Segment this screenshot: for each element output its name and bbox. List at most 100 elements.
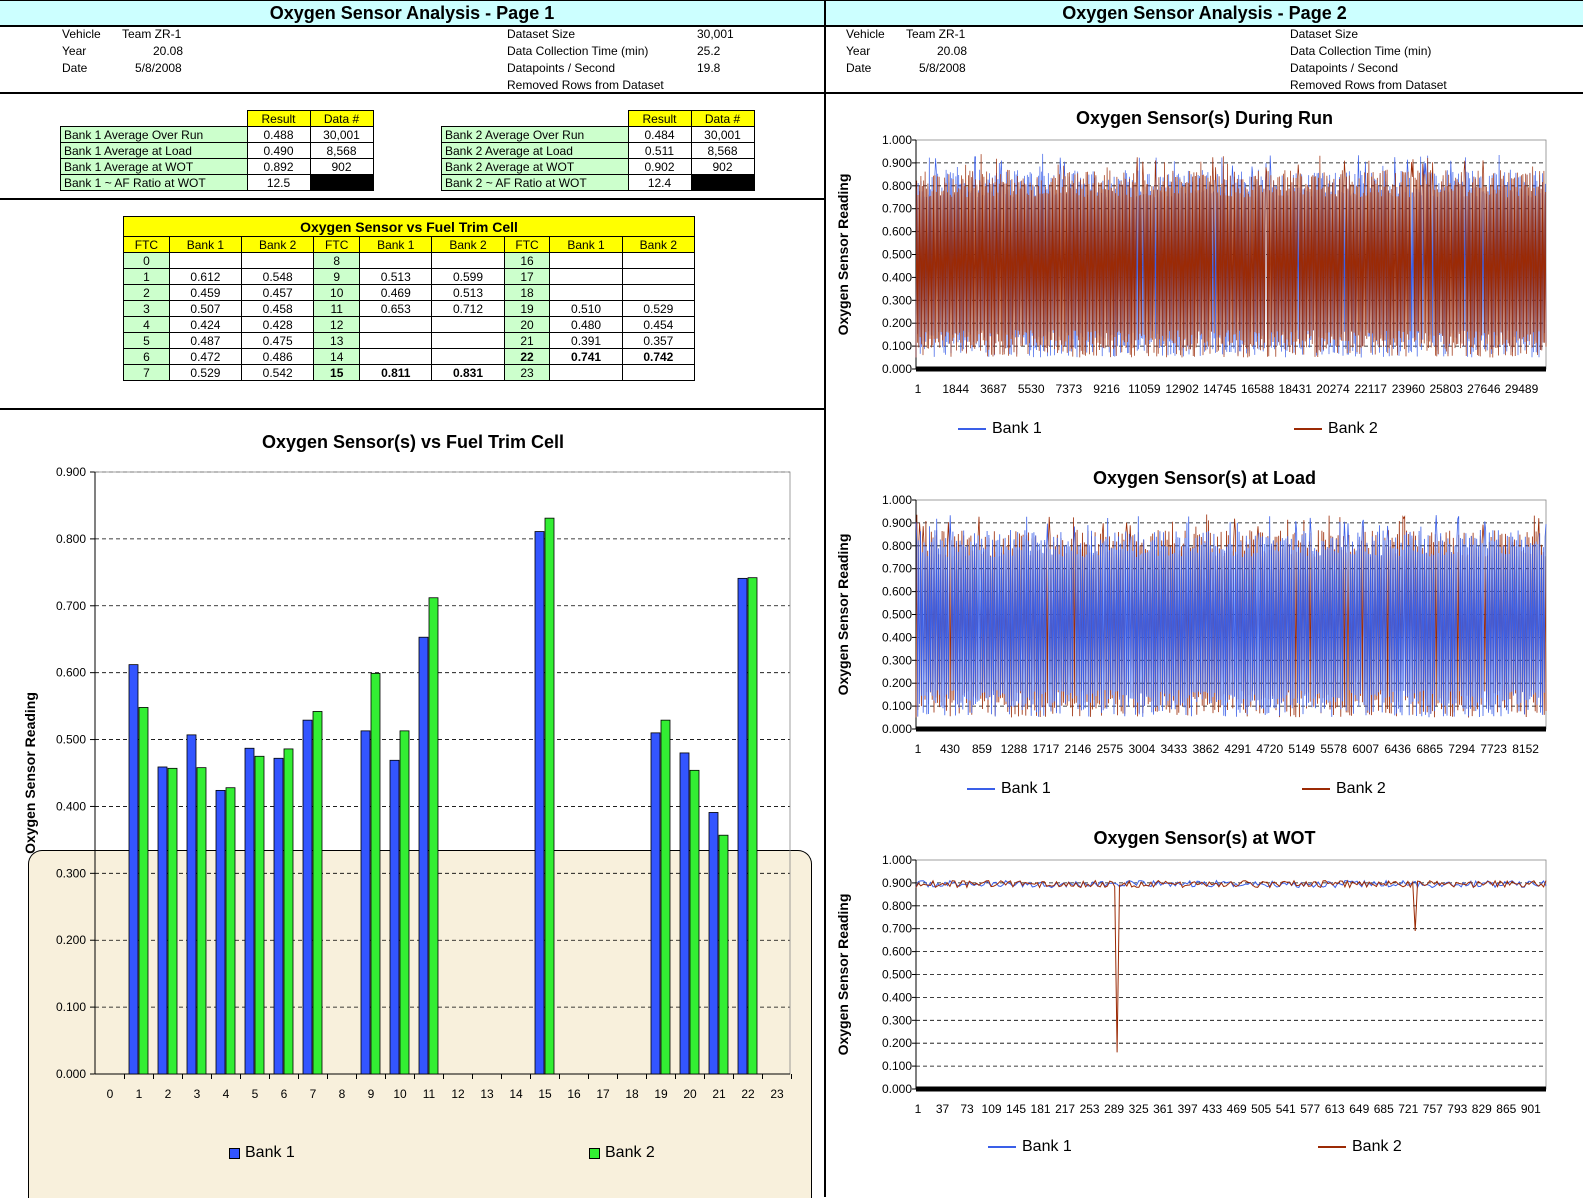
series-line-bank2: [915, 154, 1547, 358]
legend-label: Bank 1: [245, 1144, 295, 1161]
bar-bank1: [418, 636, 429, 1075]
x-tick-label: 3687: [980, 382, 1007, 396]
legend-label: Bank 2: [1328, 420, 1378, 437]
x-tick-label: 397: [1178, 1102, 1198, 1116]
legend-bank1: Bank 1: [967, 780, 1051, 798]
sensor-value-cell: 0.391: [549, 332, 623, 349]
ftc-table: Oxygen Sensor vs Fuel Trim Cell FTC Bank …: [123, 216, 696, 381]
y-tick-label: 0.400: [882, 990, 912, 1004]
x-tick-label: 21: [712, 1087, 726, 1101]
summary-result: 12.4: [627, 174, 692, 191]
summary-label: Bank 2 Average at WOT: [441, 158, 629, 175]
y-tick-label: 0.200: [882, 676, 912, 690]
bar-bank1: [128, 664, 139, 1075]
sensor-value-cell: 0.480: [549, 316, 623, 333]
bar-bank1: [389, 759, 400, 1075]
bank1-summary-table: Result Data # Bank 1 Average Over Run 0.48…: [60, 110, 374, 191]
x-tick-label: 8: [339, 1087, 346, 1101]
bar-bank2: [747, 577, 758, 1075]
bar-bank2: [254, 755, 265, 1075]
summary-result: 0.488: [246, 126, 311, 143]
series-line-bank2: [915, 879, 1547, 1053]
ftc-cell: 14: [313, 348, 361, 365]
x-tick-label: 37: [936, 1102, 950, 1116]
legend-label: Bank 2: [605, 1144, 655, 1161]
y-tick-label: 0.800: [882, 899, 912, 913]
x-tick-label: 1844: [942, 382, 969, 396]
x-tick-label: 14745: [1203, 382, 1237, 396]
info-label: Removed Rows from Dataset: [507, 78, 664, 92]
sensor-value-cell: [241, 252, 315, 269]
x-tick-label: 29489: [1505, 382, 1539, 396]
x-tick-label: 109: [982, 1102, 1002, 1116]
x-tick-label: 0: [107, 1087, 114, 1101]
x-tick-label: 15: [538, 1087, 552, 1101]
info-label: Dataset Size: [507, 27, 576, 41]
y-axis-label: Oxygen Sensor Reading: [835, 534, 851, 696]
bar-bank1: [679, 752, 690, 1075]
y-tick-label: 0.500: [882, 968, 912, 982]
sensor-value-cell: 0.510: [549, 300, 623, 317]
legend-swatch-bank2: [1294, 428, 1322, 430]
x-tick-label: 217: [1055, 1102, 1075, 1116]
legend-swatch-bank1: [958, 428, 986, 430]
summary-result: 0.892: [246, 158, 311, 175]
x-tick-label: 23960: [1392, 382, 1426, 396]
y-tick-label: 1.000: [882, 853, 912, 867]
summary-result: 0.902: [627, 158, 692, 175]
divider: [0, 198, 824, 200]
sensor-value-cell: 0.428: [241, 316, 315, 333]
info-label: Vehicle: [846, 27, 885, 41]
info-value: 19.8: [697, 61, 721, 75]
sensor-value-cell: 0.811: [359, 364, 433, 381]
bar-chart-title: Oxygen Sensor(s) vs Fuel Trim Cell: [261, 432, 565, 452]
info-label: Removed Rows from Dataset: [1290, 78, 1447, 92]
legend-swatch-bank1: [229, 1147, 240, 1159]
x-tick-label: 541: [1276, 1102, 1296, 1116]
x-tick-label: 10: [393, 1087, 407, 1101]
sensor-value-cell: 0.469: [359, 284, 433, 301]
y-tick-label: 0.600: [882, 945, 912, 959]
info-value: 30,001: [697, 27, 734, 41]
x-tick-label: 14: [509, 1087, 523, 1101]
table-row: 2 0.459 0.457 10 0.469 0.513 18: [123, 284, 696, 301]
ftc-cell: 9: [313, 268, 361, 285]
x-tick-label: 12902: [1165, 382, 1199, 396]
info-value: Team ZR-1: [906, 27, 966, 41]
legend-swatch-bank2: [1302, 788, 1330, 790]
ftc-cell: 21: [503, 332, 551, 349]
page2-panel: Oxygen Sensor Analysis - Page 2 Vehicle T…: [826, 0, 1583, 1197]
bar-bank2: [167, 767, 178, 1075]
x-tick-label: 7294: [1448, 742, 1475, 756]
x-tick-label: 5530: [1018, 382, 1045, 396]
data-count-header: Data #: [690, 110, 755, 127]
x-tick-label: 2: [165, 1087, 172, 1101]
info-value: 5/8/2008: [135, 61, 182, 75]
ftc-cell: 4: [123, 316, 170, 333]
x-tick-label: 1: [915, 742, 922, 756]
legend-swatch-bank1: [988, 1146, 1016, 1148]
ftc-cell: 22: [503, 348, 551, 365]
data-count-header: Data #: [309, 110, 374, 127]
info-label: Date: [62, 61, 88, 75]
x-tick-label: 7373: [1056, 382, 1083, 396]
x-tick-label: 829: [1472, 1102, 1492, 1116]
x-tick-label: 22: [741, 1087, 755, 1101]
legend-bank2: Bank 2: [589, 1144, 655, 1162]
bar-bank1: [650, 732, 661, 1075]
ftc-cell: 19: [503, 300, 551, 317]
sensor-value-cell: 0.741: [549, 348, 623, 365]
y-tick-label: 0.300: [882, 1013, 912, 1027]
x-tick-label: 649: [1349, 1102, 1369, 1116]
x-tick-label: 7: [310, 1087, 317, 1101]
blank-cell: [690, 174, 755, 191]
y-tick-label: 1.000: [882, 133, 912, 147]
x-tick-label: 9: [368, 1087, 375, 1101]
page2-info-left: Vehicle Team ZR-1 Year 20.08 Date 5/8/2008: [846, 26, 967, 77]
ftc-cell: 18: [503, 284, 551, 301]
bank2-summary-table: Result Data # Bank 2 Average Over Run 0.48…: [441, 110, 755, 191]
bar-bank1: [534, 531, 545, 1075]
summary-label: Bank 1 Average at Load: [60, 142, 248, 159]
table-row: 4 0.424 0.428 12 20 0.480 0.454: [123, 316, 696, 333]
sensor-value-cell: 0.542: [241, 364, 315, 381]
